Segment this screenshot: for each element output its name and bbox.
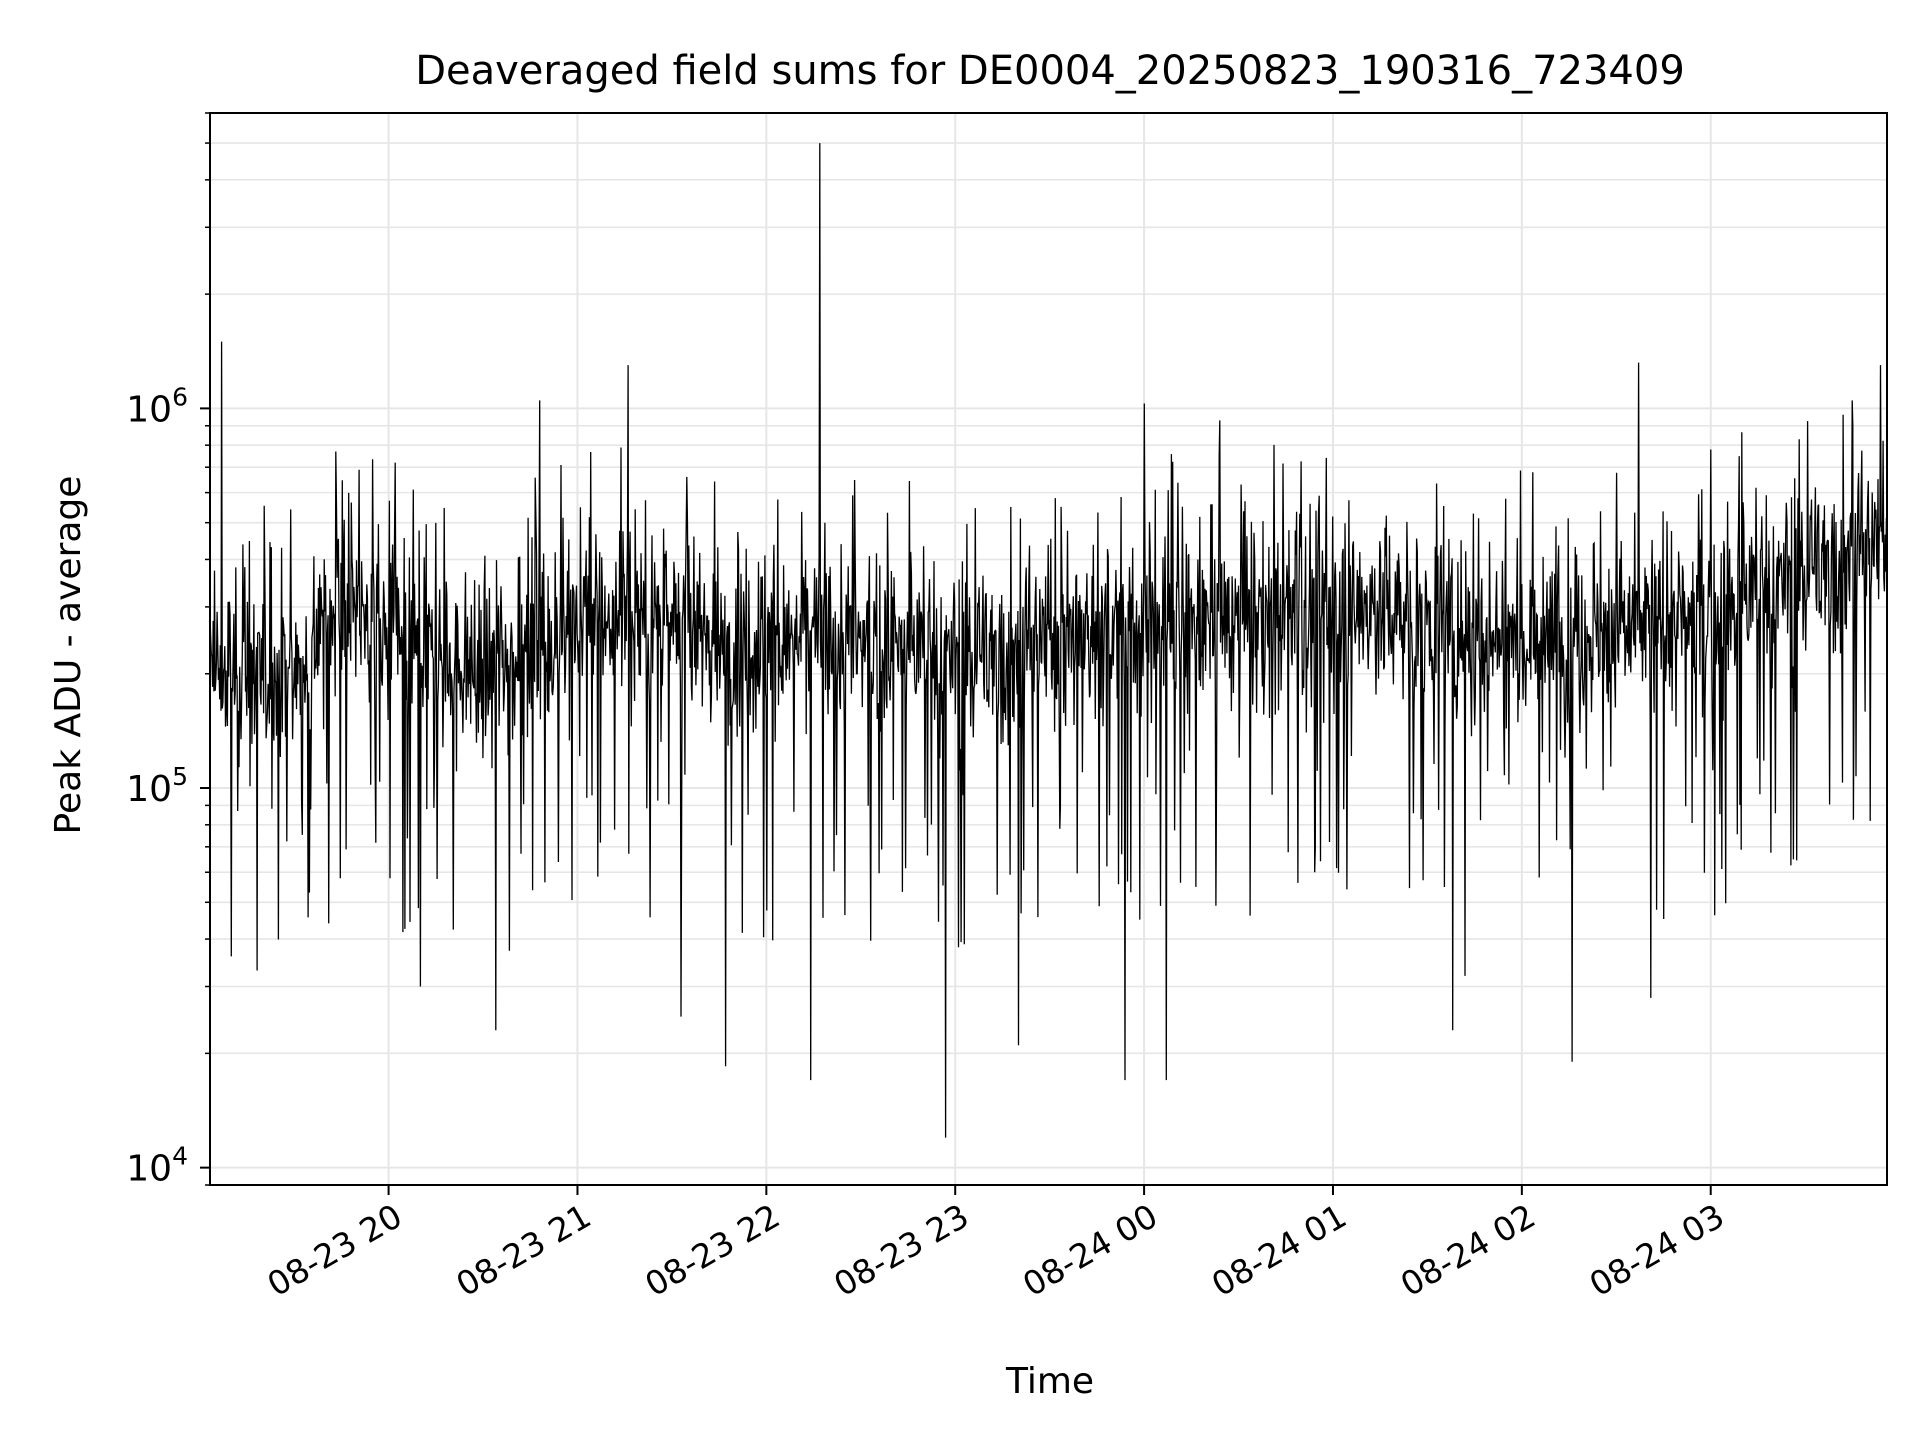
grid: [210, 112, 1887, 1186]
axes-frame: [209, 112, 1888, 1186]
y-axis-label: Peak ADU - average: [48, 476, 89, 835]
y-axis: 104 105 106: [126, 112, 210, 1190]
plot-area: [209, 143, 1888, 1138]
x-axis-label: Time: [1005, 1361, 1094, 1402]
y-tick-label: 105: [126, 762, 188, 810]
y-tick-label: 104: [126, 1142, 188, 1190]
series-layer: [209, 143, 1888, 1138]
series-line: [209, 143, 1888, 1138]
y-tick-label: 106: [126, 382, 188, 430]
chart-title: Deaveraged field sums for DE0004_2025082…: [415, 48, 1685, 94]
